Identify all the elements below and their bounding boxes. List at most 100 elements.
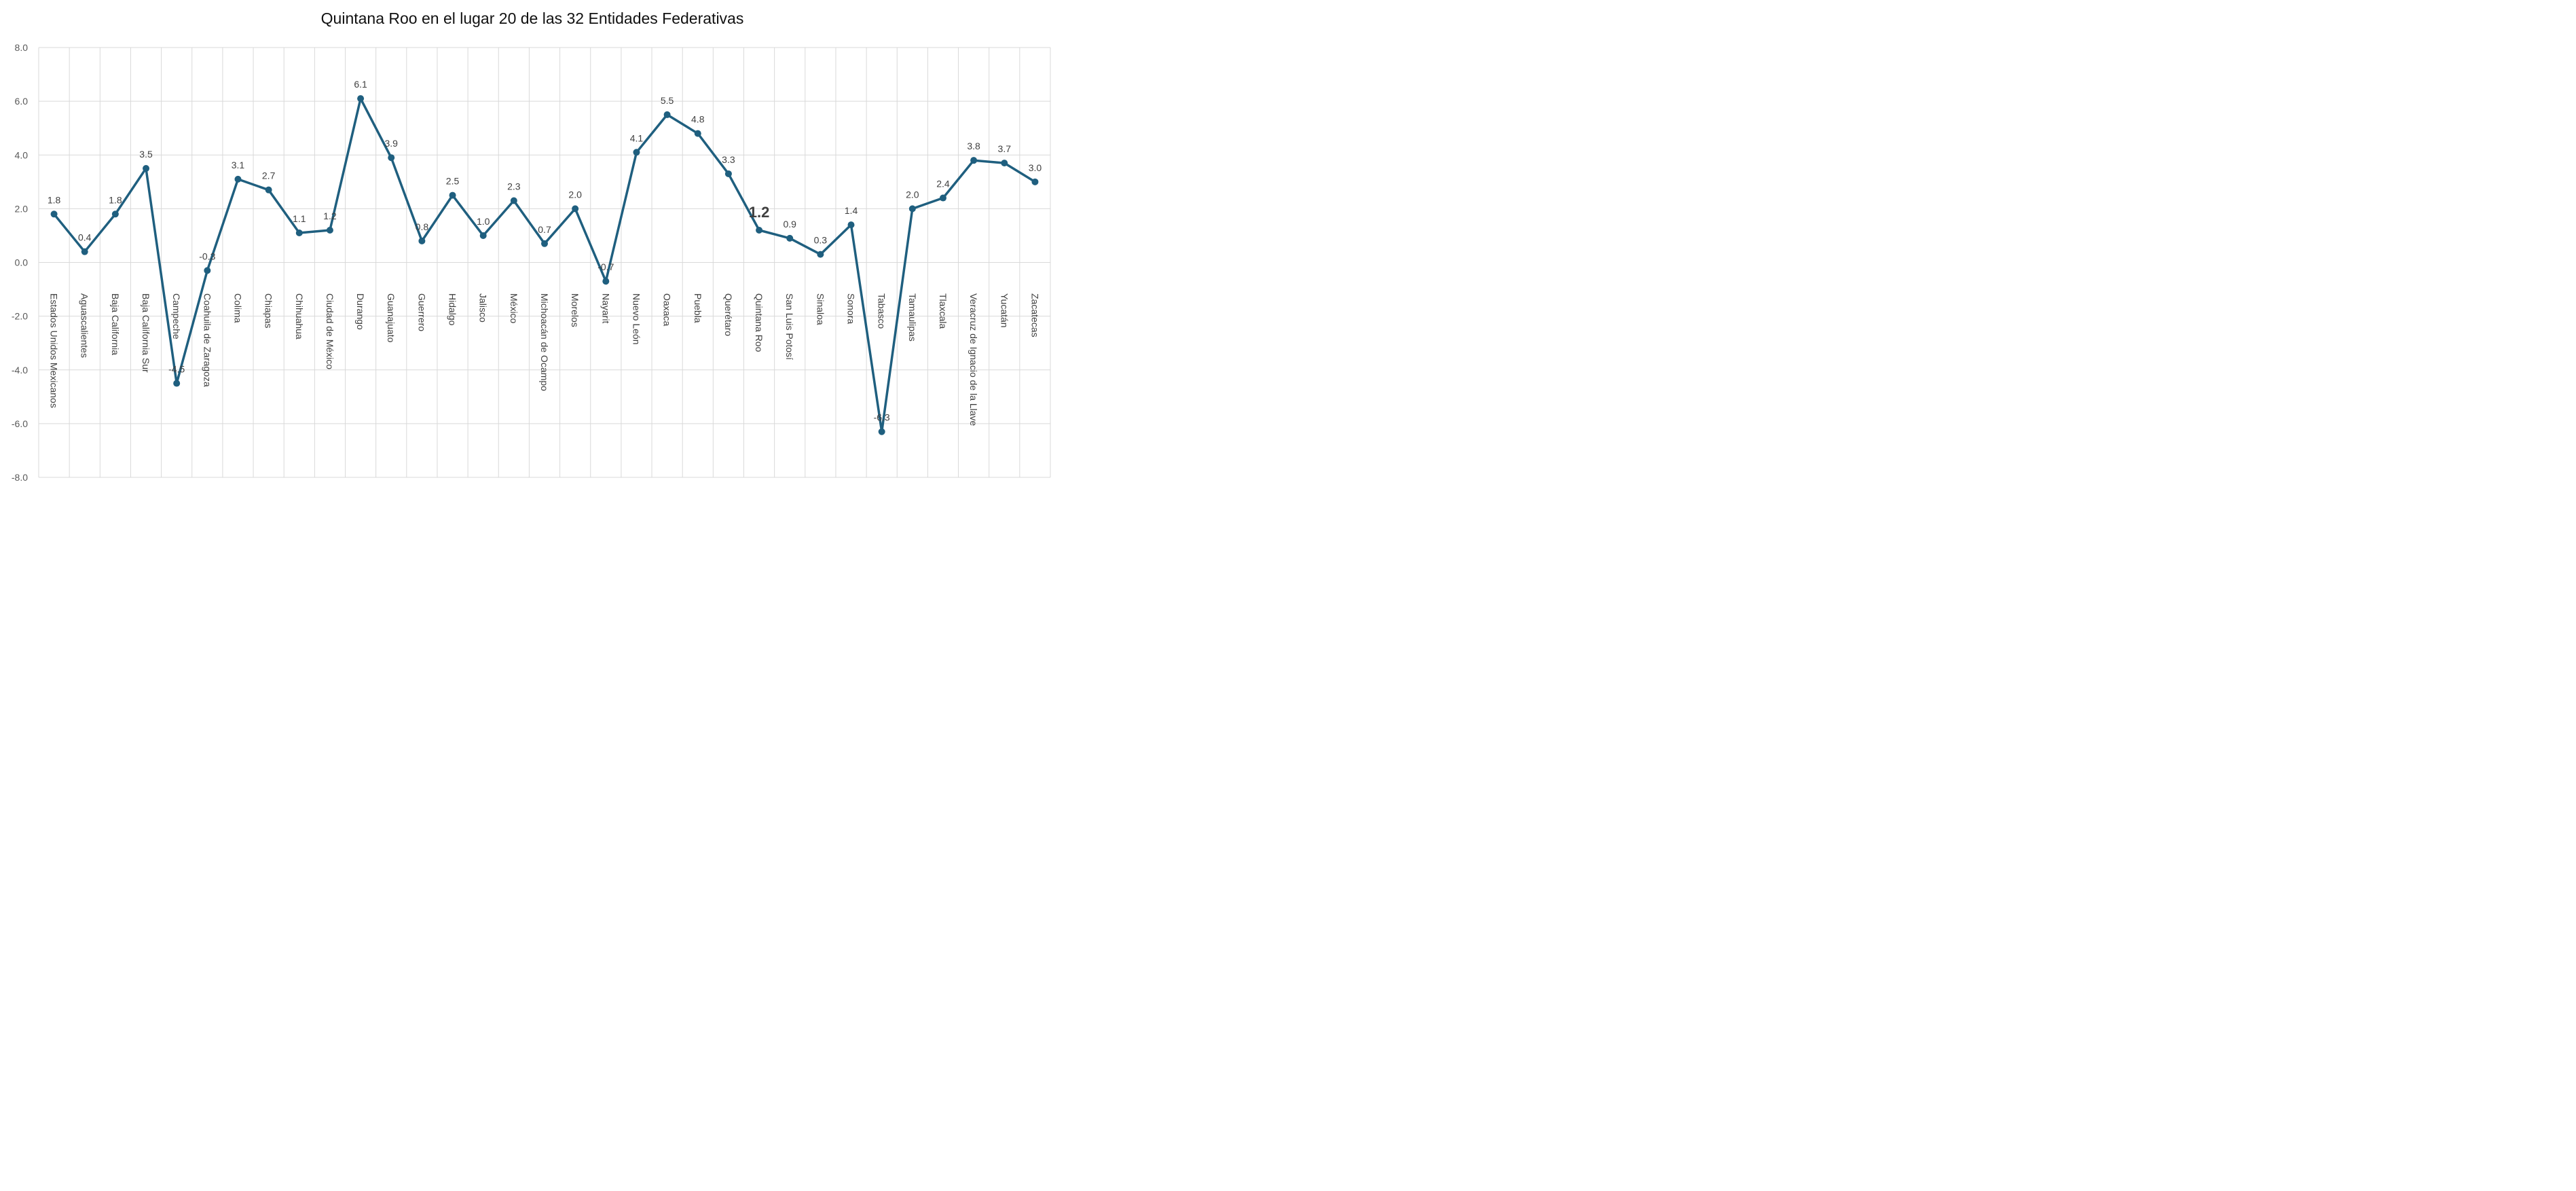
data-point: [81, 248, 88, 255]
y-tick-label: 2.0: [15, 203, 29, 214]
x-category-label: Coahuila de Zaragoza: [202, 293, 213, 387]
data-label: 2.0: [906, 189, 919, 200]
data-point: [908, 205, 916, 213]
x-category-label: Chihuahua: [294, 293, 305, 340]
data-label: 0.8: [416, 221, 429, 232]
y-tick-label: 0.0: [15, 257, 29, 268]
x-category-label: Ciudad de México: [325, 293, 335, 369]
data-label: 1.0: [477, 216, 490, 227]
y-tick-label: 6.0: [15, 96, 29, 107]
data-label: 4.1: [630, 132, 644, 143]
x-category-label: Sonora: [846, 293, 857, 324]
data-point: [510, 197, 517, 204]
x-category-label: Tlaxcala: [938, 293, 949, 329]
x-category-label: Tabasco: [877, 293, 887, 329]
data-label: -6.3: [874, 412, 890, 423]
data-label: 1.1: [293, 213, 306, 224]
line-chart: 8.0 6.0 4.0 2.0 0.0 -2.0 -4.0 -6.0 -8.0 Estados U…: [12, 42, 1051, 483]
x-category-label: Aguascalientes: [79, 293, 90, 358]
data-label: 3.0: [1029, 162, 1042, 173]
data-label: -0.7: [597, 261, 614, 272]
data-point: [204, 267, 211, 274]
data-point: [970, 157, 978, 164]
data-point: [663, 111, 671, 118]
x-category-label: Oaxaca: [662, 293, 673, 326]
chart-title: Quintana Roo en el lugar 20 de las 32 En…: [320, 10, 744, 27]
data-label: 0.3: [814, 235, 828, 246]
x-category-label: Jalisco: [478, 293, 489, 323]
data-point: [265, 186, 272, 194]
x-category-label: Puebla: [693, 293, 703, 323]
x-category-label: San Luis Potosí: [784, 293, 795, 360]
data-label: 1.8: [109, 194, 122, 205]
data-label: 2.3: [507, 181, 521, 192]
data-point: [295, 229, 303, 236]
data-point: [479, 232, 487, 239]
data-point: [694, 130, 701, 137]
data-label: 6.1: [354, 79, 367, 90]
data-label: 3.7: [998, 143, 1012, 154]
data-point: [847, 221, 855, 229]
y-tick-label: -6.0: [12, 418, 28, 429]
x-category-label: Nuevo León: [631, 293, 642, 345]
x-category-label: México: [509, 293, 519, 324]
data-point: [449, 191, 456, 199]
data-label: 2.0: [568, 189, 582, 200]
x-category-label: Michoacán de Ocampo: [539, 293, 550, 391]
data-label: 0.9: [783, 219, 796, 230]
x-category-label: Yucatán: [999, 293, 1010, 328]
data-point: [234, 175, 242, 183]
data-point: [143, 165, 150, 172]
data-point: [756, 227, 763, 234]
data-point: [572, 205, 579, 213]
x-category-label: Colima: [232, 293, 243, 323]
x-category-label: Guerrero: [416, 293, 427, 331]
y-tick-label: 4.0: [15, 149, 29, 160]
x-category-label: Nayarit: [600, 293, 611, 323]
x-category-label: Chiapas: [263, 293, 274, 328]
x-category-label: Quintana Roo: [754, 293, 765, 352]
data-label: 2.7: [262, 170, 276, 181]
x-category-label: Veracruz de Ignacio de la Llave: [968, 293, 979, 426]
data-point: [939, 194, 946, 202]
data-point: [786, 234, 794, 242]
data-label: -4.5: [168, 364, 185, 375]
data-point: [1001, 160, 1008, 167]
x-category-label: Sinaloa: [815, 293, 826, 325]
x-category-label: Durango: [355, 293, 366, 330]
data-label: 3.8: [967, 141, 980, 151]
data-point: [418, 237, 426, 244]
data-label: 1.4: [845, 205, 858, 216]
data-label: 1.2: [323, 210, 337, 221]
x-category-label: Tamaulipas: [907, 293, 918, 342]
x-category-label: Baja California Sur: [141, 293, 151, 373]
x-category-label: Hidalgo: [447, 293, 458, 326]
y-tick-label: -4.0: [12, 365, 28, 375]
data-label: 1.2: [749, 204, 770, 221]
data-point: [878, 428, 885, 435]
data-point: [1031, 178, 1039, 185]
data-label: 2.5: [446, 176, 460, 187]
data-label: 3.5: [139, 149, 153, 160]
x-category-label: Morelos: [570, 293, 581, 327]
data-point: [357, 95, 365, 103]
data-label: 3.3: [722, 154, 735, 165]
data-label: 0.4: [78, 232, 92, 243]
data-point: [50, 210, 58, 218]
data-label: 2.4: [936, 179, 950, 189]
data-label: -0.3: [199, 251, 215, 261]
data-point: [602, 278, 610, 285]
data-label: 0.7: [538, 224, 551, 235]
data-point: [111, 210, 119, 218]
x-category-label: Guanajuato: [386, 293, 397, 343]
data-point: [724, 170, 732, 177]
y-tick-label: 8.0: [15, 42, 29, 53]
data-label: 3.9: [385, 138, 399, 149]
x-category-label: Campeche: [171, 293, 182, 340]
data-label: 1.8: [48, 194, 61, 205]
data-label: 4.8: [691, 114, 705, 125]
data-label: 3.1: [232, 160, 245, 170]
data-point: [541, 240, 548, 247]
data-point: [633, 149, 640, 156]
data-point: [817, 251, 824, 258]
